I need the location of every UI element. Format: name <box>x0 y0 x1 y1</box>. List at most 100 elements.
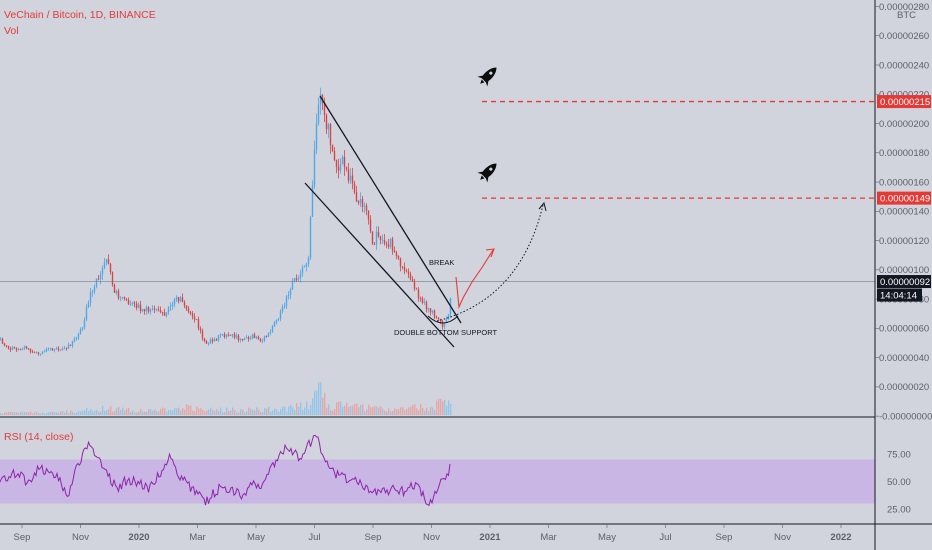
time-axis-label: Mar <box>189 532 205 543</box>
volume-bar <box>22 412 24 415</box>
volume-bar <box>28 412 30 415</box>
candle-body <box>173 299 176 305</box>
volume-bar <box>344 405 346 415</box>
candle-body <box>113 284 116 293</box>
time-axis-label: Nov <box>72 532 89 543</box>
volume-bar <box>106 409 108 415</box>
volume-bar <box>142 411 144 415</box>
rsi-axis[interactable]: 75.00 50.00 25.00 <box>887 449 911 515</box>
volume-bar <box>56 412 58 415</box>
price-axis[interactable]: 0.00000280 0.00000260 0.00000240 0.00000220… <box>875 2 932 423</box>
volume-bar <box>116 408 118 415</box>
candle-body <box>23 346 26 349</box>
volume-bar <box>282 406 284 415</box>
candle-body <box>127 299 130 305</box>
candle-body <box>393 250 396 253</box>
candle-body <box>151 308 154 310</box>
candle-body <box>221 334 224 335</box>
candle-body <box>249 338 252 340</box>
volume-bar <box>404 410 406 415</box>
volume-bars <box>0 382 452 415</box>
volume-bar <box>314 390 316 415</box>
volume-bar <box>418 410 420 415</box>
candle-body <box>289 289 292 296</box>
volume-bar <box>420 404 422 415</box>
time-axis-label: 2022 <box>830 532 851 543</box>
chart-title: VeChain / Bitcoin, 1D, BINANCE <box>4 9 156 21</box>
candle-body <box>191 313 194 317</box>
projection-arrow-dotted <box>436 204 544 322</box>
candle-body <box>0 338 2 341</box>
time-axis-label: Nov <box>423 532 440 543</box>
volume-bar <box>356 403 358 415</box>
channel-upper-line <box>319 95 462 324</box>
volume-bar <box>274 408 276 415</box>
volume-bar <box>382 408 384 415</box>
candle-body <box>267 332 270 337</box>
candle-body <box>15 348 18 350</box>
volume-bar <box>64 412 66 415</box>
volume-bar <box>32 413 34 415</box>
candle-body <box>121 297 124 298</box>
volume-bar <box>250 408 252 415</box>
candle-body <box>365 205 368 211</box>
current-price-tag: 0.00000092 14:04:14 <box>877 275 931 302</box>
volume-bar <box>284 406 286 415</box>
volume-bar <box>152 410 154 415</box>
candle-body <box>99 274 102 280</box>
volume-bar <box>154 409 156 415</box>
volume-bar <box>446 405 448 415</box>
candle-body <box>203 338 206 341</box>
volume-bar <box>72 411 74 415</box>
candle-body <box>53 349 56 351</box>
volume-bar <box>362 404 364 415</box>
candle-body <box>201 330 204 339</box>
candle-body <box>317 104 320 124</box>
volume-bar <box>430 407 432 415</box>
volume-bar <box>324 392 326 415</box>
volume-bar <box>380 406 382 415</box>
candle-body <box>153 308 156 310</box>
candle-body <box>47 348 50 350</box>
candle-body <box>205 340 208 344</box>
volume-bar <box>104 410 106 415</box>
volume-bar <box>204 411 206 415</box>
time-axis[interactable]: Sep Nov 2020 Mar May Jul Sep Nov 2021 Mar May Jul Se… <box>14 524 852 543</box>
double-bottom-arc <box>427 315 459 324</box>
volume-bar <box>440 398 442 415</box>
volume-bar <box>4 412 6 415</box>
volume-bar <box>294 410 296 415</box>
candle-body <box>159 309 162 312</box>
volume-bar <box>334 409 336 415</box>
candle-body <box>261 340 264 342</box>
candle-body <box>407 271 410 275</box>
volume-bar <box>346 402 348 415</box>
volume-bar <box>364 411 366 415</box>
candle-body <box>369 219 372 232</box>
candle-body <box>17 349 20 350</box>
volume-bar <box>448 400 450 415</box>
candle-body <box>295 278 298 280</box>
candle-body <box>39 353 42 355</box>
candle-body <box>339 164 342 171</box>
volume-bar <box>342 406 344 415</box>
candle-body <box>163 312 166 316</box>
volume-bar <box>214 410 216 415</box>
rsi-axis-label: 75.00 <box>887 449 911 460</box>
time-axis-label: Nov <box>774 532 791 543</box>
volume-bar <box>238 412 240 415</box>
price-axis-label: 0.00000060 <box>879 324 929 335</box>
candle-body <box>285 296 288 307</box>
candle-body <box>85 307 88 320</box>
candle-body <box>181 297 184 303</box>
candle-body <box>445 318 448 323</box>
candle-body <box>423 301 426 303</box>
volume-bar <box>236 412 238 415</box>
volume-bar <box>52 411 54 415</box>
volume-bar <box>174 407 176 415</box>
volume-bar <box>6 412 8 415</box>
volume-bar <box>414 404 416 415</box>
volume-bar <box>422 407 424 415</box>
volume-bar <box>348 406 350 415</box>
